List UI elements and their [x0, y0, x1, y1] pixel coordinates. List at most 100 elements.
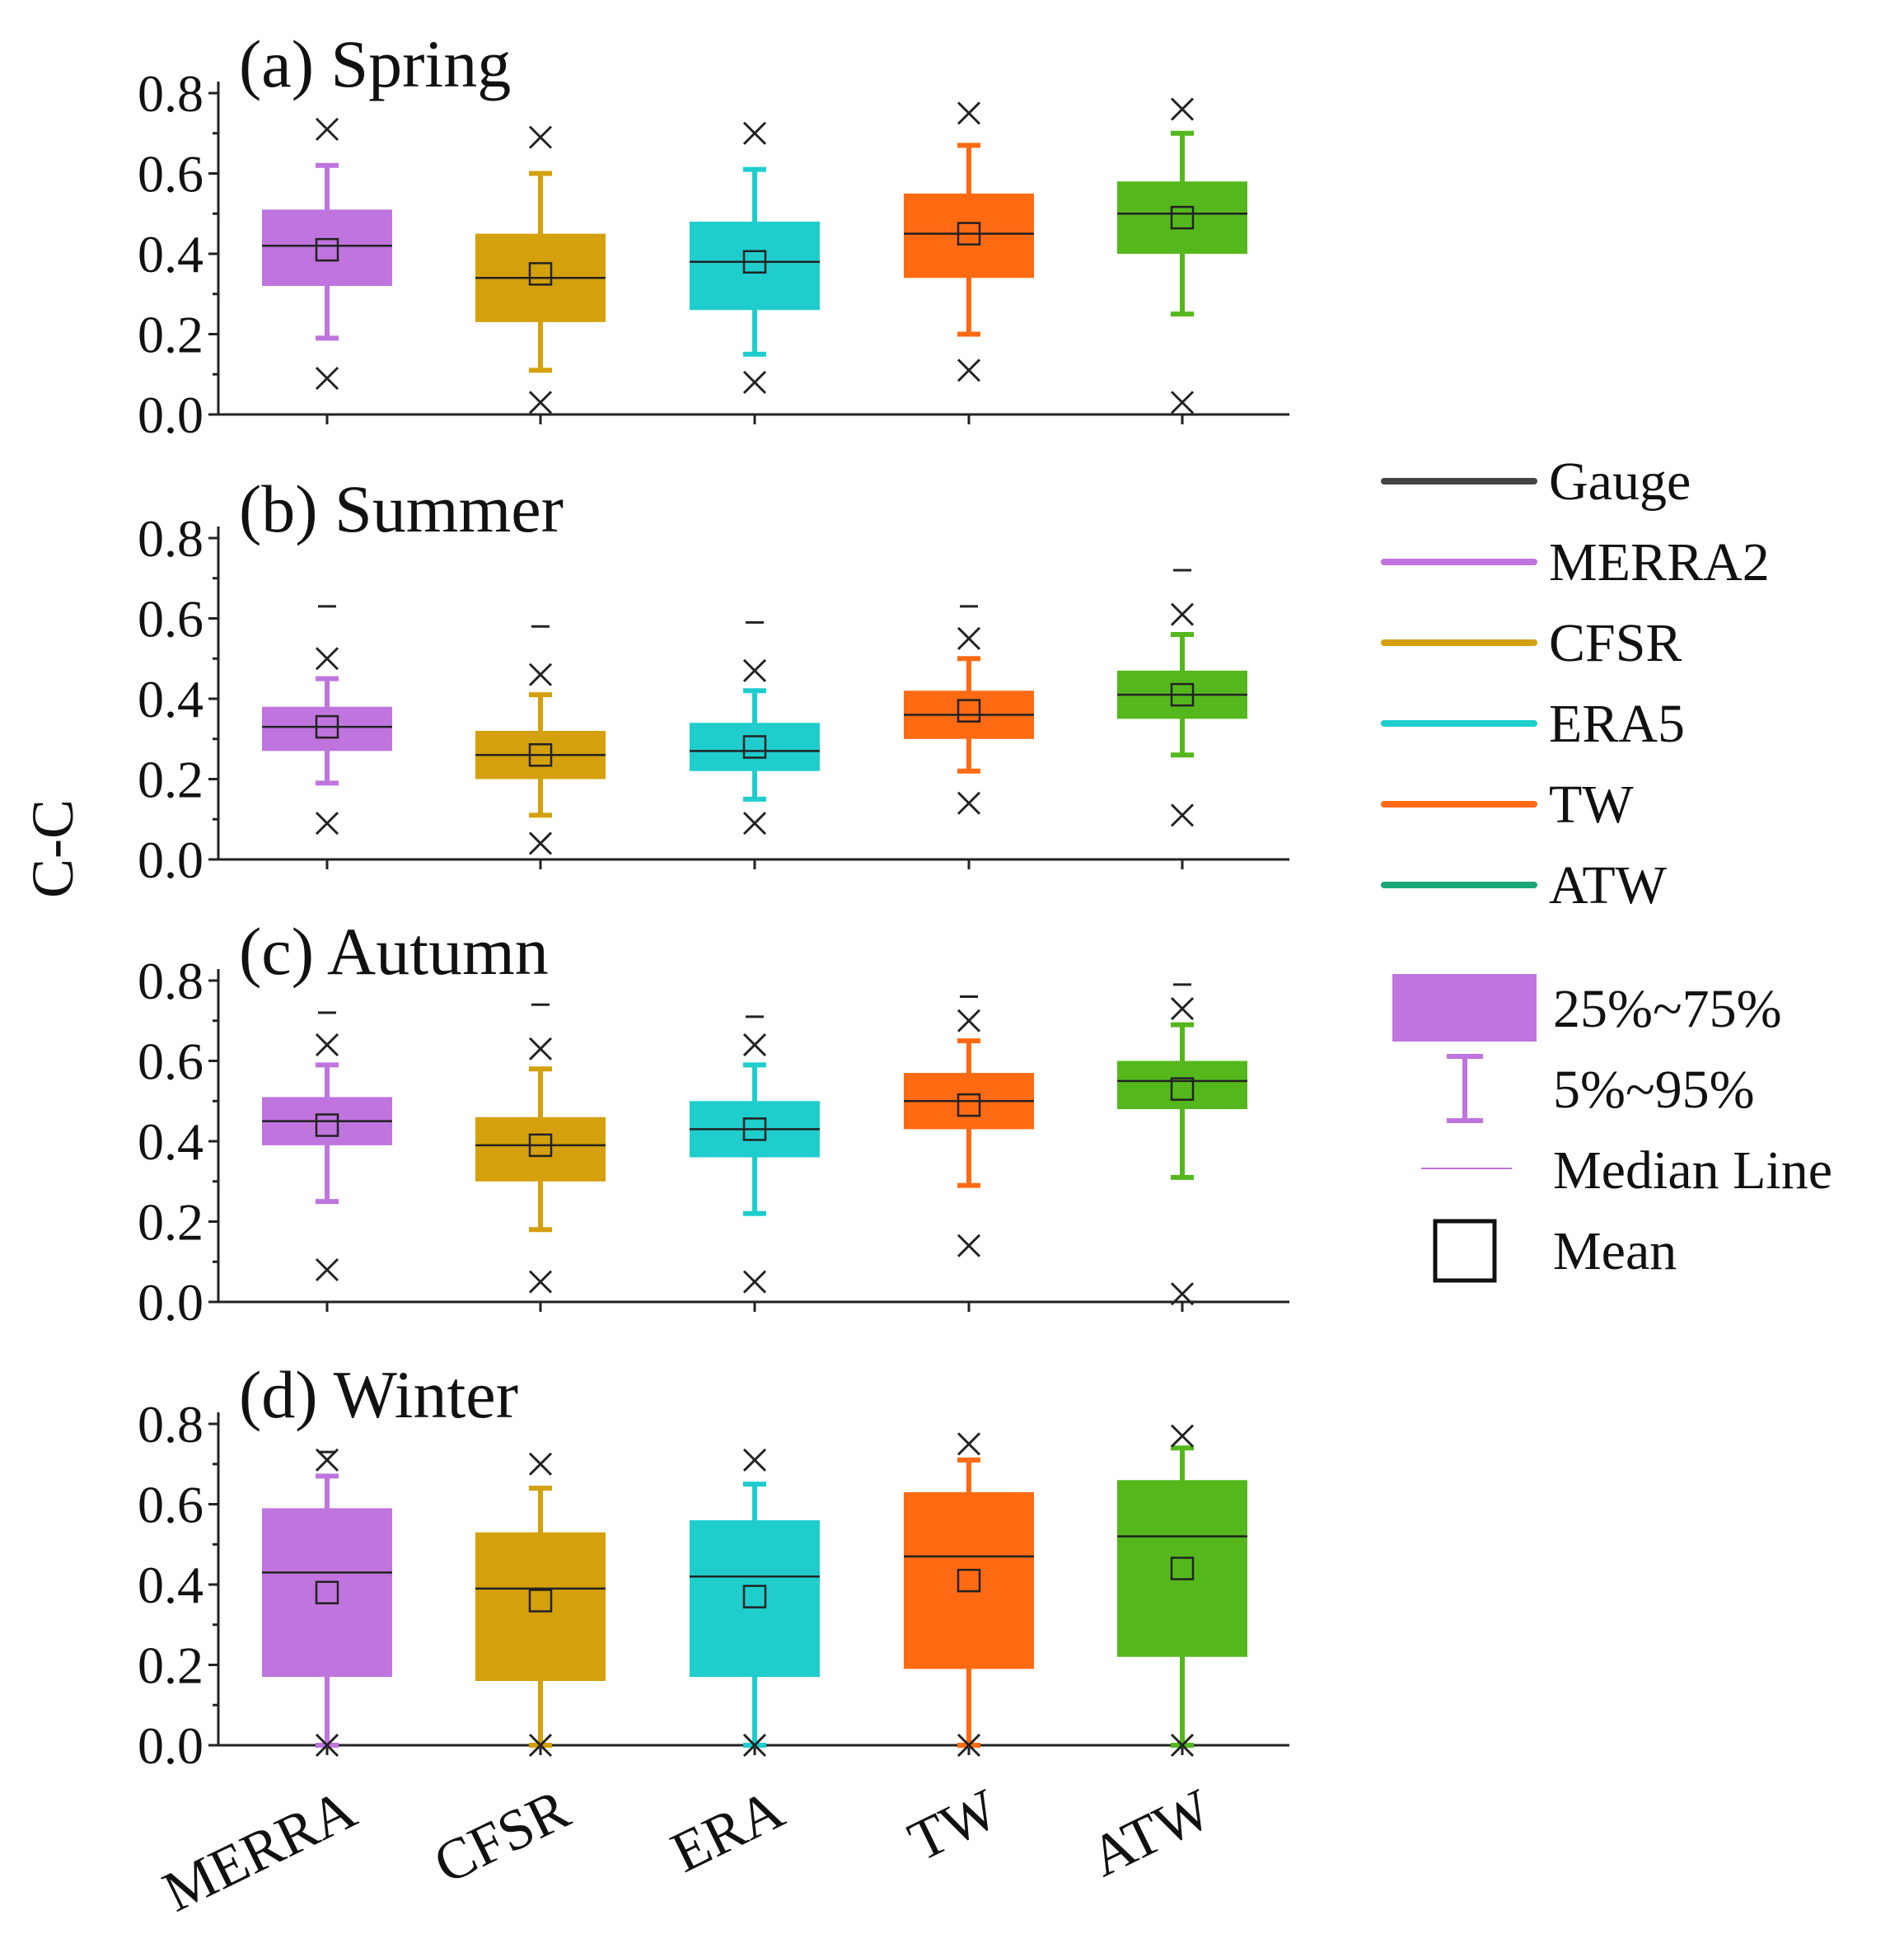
outlier-high-marker [742, 121, 767, 145]
outlier-high-marker [957, 1009, 981, 1032]
x-category-labels: MERRA CFSR ERA TW ATW [154, 1777, 1221, 1925]
outlier-high-marker [315, 647, 339, 671]
outlier-low-marker [315, 1733, 339, 1758]
iqr-box [1117, 1060, 1247, 1109]
box-era [690, 620, 820, 836]
y-tick-label: 0.6 [138, 590, 203, 648]
legend-median-label: Median Line [1553, 1140, 1832, 1201]
outlier-low-marker [1170, 1733, 1195, 1758]
box-merra [262, 1448, 392, 1758]
x-category-label: TW [899, 1777, 1008, 1874]
box-tw [904, 995, 1034, 1257]
panel-title: (d) Winter [239, 1357, 518, 1432]
outlier-low-marker [957, 1234, 981, 1257]
mean-marker [528, 743, 553, 767]
box-atw [1117, 569, 1247, 827]
iqr-box [262, 706, 392, 751]
y-tick-label: 0.4 [138, 1556, 203, 1614]
outlier-high-marker [742, 1032, 767, 1057]
legend-label: Gauge [1549, 452, 1691, 512]
y-tick-label: 0.6 [138, 145, 203, 204]
box-atw [1117, 97, 1247, 414]
mean-marker [1170, 1557, 1195, 1580]
y-axis-label: C-C [20, 799, 86, 898]
mean-marker [315, 714, 339, 739]
mean-marker [742, 1117, 767, 1141]
iqr-box [475, 1117, 606, 1182]
box-cfsr [475, 125, 606, 414]
mean-marker [315, 1113, 339, 1137]
box-merra [262, 117, 392, 391]
y-tick-label: 0.0 [138, 831, 203, 889]
outlier-high-marker [957, 101, 981, 125]
legend-mean-label: Mean [1553, 1221, 1677, 1281]
legend-iqr-swatch [1392, 974, 1537, 1042]
mean-marker [528, 262, 553, 286]
outlier-high-marker [742, 658, 767, 682]
box-cfsr [475, 1003, 606, 1294]
box-era [690, 121, 820, 395]
outlier-low-marker [315, 812, 339, 836]
box-tw [904, 605, 1034, 815]
outlier-high-marker [528, 1452, 553, 1476]
outlier-low-marker [957, 358, 981, 382]
outlier-high-marker [1170, 997, 1195, 1021]
chart-panels: (a) Spring 0.0 0.2 0.4 0.6 0.8 (b) Summer 0.0 0.… [138, 26, 1289, 1775]
outlier-high-marker [1170, 602, 1195, 626]
outlier-low-marker [742, 370, 767, 395]
y-tick-label: 0.8 [138, 1395, 203, 1454]
y-tick-label: 0.2 [138, 1636, 203, 1695]
outlier-low-marker [528, 1270, 553, 1294]
y-tick-label: 0.4 [138, 1112, 203, 1171]
mean-marker [742, 250, 767, 274]
y-tick-label: 0.8 [138, 952, 203, 1010]
box-atw [1117, 1424, 1247, 1758]
iqr-box [1117, 1480, 1247, 1657]
legend-iqr-label: 25%~75% [1553, 979, 1782, 1039]
legend-label: CFSR [1549, 613, 1682, 673]
iqr-box [690, 222, 820, 311]
box-tw [904, 1432, 1034, 1758]
iqr-box [1117, 181, 1247, 254]
outlier-high-marker [742, 1448, 767, 1472]
box-era [690, 1448, 820, 1758]
panel-4: (d) Winter 0.0 0.2 0.4 0.6 0.8 [138, 1357, 1289, 1775]
iqr-box [690, 723, 820, 771]
mean-marker [957, 1093, 981, 1117]
mean-marker [315, 1580, 339, 1604]
panel-title: (b) Summer [239, 471, 564, 546]
outlier-low-marker [315, 1257, 339, 1282]
outlier-low-marker [1170, 803, 1195, 827]
mean-marker [315, 237, 339, 262]
y-tick-label: 0.0 [138, 1273, 203, 1332]
mean-marker [1170, 205, 1195, 230]
iqr-box [262, 209, 392, 286]
outlier-high-marker [957, 626, 981, 650]
y-tick-label: 0.2 [138, 751, 203, 809]
panel-1: (a) Spring 0.0 0.2 0.4 0.6 0.8 [138, 26, 1289, 444]
iqr-box [690, 1520, 820, 1678]
y-tick-label: 0.8 [138, 509, 203, 568]
mean-marker [957, 222, 981, 246]
x-category-label: ERA [662, 1777, 793, 1885]
box-merra [262, 1011, 392, 1282]
y-tick-label: 0.6 [138, 1032, 203, 1091]
mean-marker [742, 735, 767, 759]
outlier-high-marker [957, 1432, 981, 1456]
mean-marker [528, 1133, 553, 1158]
outlier-low-marker [1170, 391, 1195, 414]
outlier-low-marker [1170, 1282, 1195, 1306]
box-cfsr [475, 625, 606, 855]
mean-marker [1170, 1077, 1195, 1101]
legend-label: MERRA2 [1549, 532, 1770, 592]
outlier-high-marker [528, 1037, 553, 1060]
outlier-high-marker [528, 125, 553, 149]
outlier-low-marker [957, 1733, 981, 1758]
box-cfsr [475, 1452, 606, 1758]
mean-marker [957, 1568, 981, 1593]
y-tick-label: 0.2 [138, 306, 203, 364]
outlier-high-marker [315, 1032, 339, 1057]
outlier-low-marker [528, 831, 553, 855]
mean-marker [957, 699, 981, 723]
